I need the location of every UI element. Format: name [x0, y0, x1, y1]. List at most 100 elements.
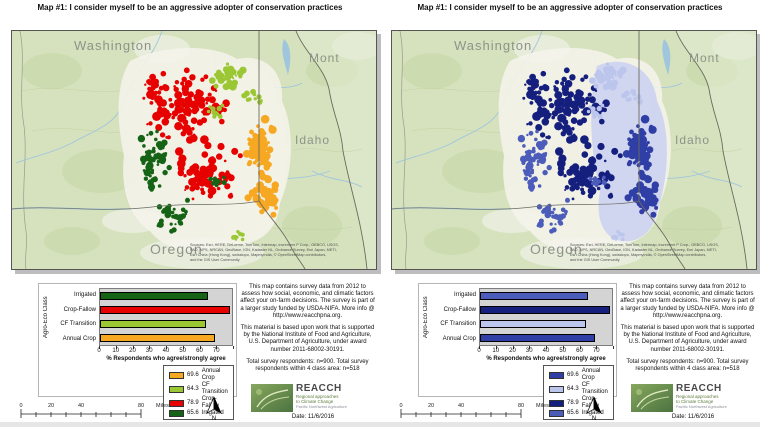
north-label: N	[212, 416, 216, 422]
bar-crop-fallow	[480, 306, 611, 314]
reacch-logo-text: REACCH Regional approaches to Climate Ch…	[296, 383, 347, 410]
legend-swatch	[549, 371, 564, 379]
bar-irrigated	[100, 292, 209, 300]
basemap-svg: Washington Mont Idaho Oregon Sources: Es…	[12, 31, 376, 269]
legend-swatch	[549, 385, 564, 393]
scale-bar: 0 20 40 80 Miles	[396, 399, 561, 427]
state-labels: Washington Mont Idaho Oregon	[454, 38, 720, 257]
map-attribution: Sources: Esri, HERE, DeLorme, TomTom, In…	[570, 243, 719, 262]
legend-item: 69.6 Annual Crop	[169, 368, 228, 382]
panel-title: Map #1: I consider myself to be an aggre…	[417, 3, 723, 12]
logo-wordmark: REACCH	[296, 383, 342, 394]
legend-swatch	[549, 399, 564, 407]
state-borders	[12, 31, 368, 269]
survey-notes: This map contains survey data from 2012 …	[620, 284, 755, 378]
reacch-logo: REACCH Regional approaches to Climate Ch…	[251, 384, 375, 412]
scale-tick-20: 20	[428, 403, 434, 409]
scale-unit: Miles	[156, 403, 169, 409]
state-label-washington: Washington	[74, 38, 152, 53]
date-label: Date: 11/6/2016	[671, 414, 715, 420]
state-label-idaho: Idaho	[675, 133, 710, 147]
plot-area	[99, 288, 233, 346]
scale-tick-80: 80	[518, 403, 524, 409]
scale-bar: 0 20 40 80 Miles	[16, 399, 181, 427]
scale-unit: Miles	[536, 403, 549, 409]
reacch-logo-text: REACCH Regional approaches to Climate Ch…	[676, 383, 727, 410]
x-axis-ticks: 0 10 20 30 40 50 60 70	[477, 346, 614, 355]
category-label: CF Transition	[440, 321, 476, 328]
bar-crop-fallow	[100, 306, 231, 314]
x-axis-ticks: 0 10 20 30 40 50 60 70	[97, 346, 234, 355]
note-paragraph: This map contains survey data from 2012 …	[240, 284, 375, 319]
note-paragraph: Total survey respondents: n=900. Total s…	[626, 358, 749, 372]
state-label-oregon: Oregon	[530, 241, 583, 257]
north-arrow-left	[586, 396, 595, 414]
north-arrow-right	[213, 396, 222, 414]
scale-tick-0: 0	[399, 403, 402, 409]
legend-item: 65.6 Irrigated	[169, 410, 228, 417]
y-axis-label: Agro-Eco Class	[423, 296, 429, 338]
map-panel-right: Map #1: I consider myself to be an aggre…	[380, 0, 760, 427]
bar-annual-crop	[100, 334, 215, 342]
category-labels: Irrigated Crop-Fallow CF Transition Annu…	[51, 288, 99, 346]
chart-legend: 69.6 Annual Crop 64.3 CF Transition 78.9	[543, 365, 614, 420]
legend-swatch	[169, 385, 184, 393]
category-label: Annual Crop	[62, 335, 96, 342]
map-attribution: Sources: Esri, HERE, DeLorme, TomTom, In…	[190, 243, 339, 262]
y-axis-label: Agro-Eco Class	[43, 296, 49, 338]
data-clusters	[137, 62, 279, 242]
state-label-montana: Mont	[689, 51, 720, 65]
scale-tick-40: 40	[458, 403, 464, 409]
legend-item: 69.6 Annual Crop	[549, 368, 608, 382]
bar-chart: Agro-Eco Class Irrigated Crop-Fallow CF …	[418, 283, 617, 420]
scale-tick-80: 80	[138, 403, 144, 409]
category-label: Crop-Fallow	[63, 306, 96, 313]
map-canvas: Washington Mont Idaho Oregon Sources: Es…	[391, 30, 757, 270]
category-label: Irrigated	[453, 292, 476, 299]
category-labels: Irrigated Crop-Fallow CF Transition Annu…	[431, 288, 479, 346]
date-label: Date: 11/6/2016	[291, 414, 335, 420]
x-axis-label: % Respondents who agree/strongly agree	[106, 356, 226, 362]
note-paragraph: This material is based upon work that is…	[240, 324, 375, 353]
state-label-montana: Mont	[309, 51, 340, 65]
panel-title: Map #1: I consider myself to be an aggre…	[37, 3, 343, 12]
scale-tick-20: 20	[48, 403, 54, 409]
legend-swatch	[549, 410, 564, 417]
map-panel-left: Map #1: I consider myself to be an aggre…	[11, 3, 377, 427]
reacch-logo-image	[631, 384, 673, 412]
state-label-oregon: Oregon	[150, 241, 203, 257]
state-borders	[392, 31, 748, 269]
legend-swatch	[169, 399, 184, 407]
note-paragraph: Total survey respondents: n=900. Total s…	[246, 358, 369, 372]
category-label: Irrigated	[73, 292, 96, 299]
legend-swatch	[169, 410, 184, 417]
note-paragraph: This map contains survey data from 2012 …	[620, 284, 755, 319]
montana-tint	[296, 31, 376, 269]
category-label: Crop-Fallow	[443, 306, 476, 313]
reacch-logo-image	[251, 384, 293, 412]
scale-tick-0: 0	[19, 403, 22, 409]
north-arrow: N	[583, 395, 605, 427]
svg-text:Esri China (Hong Kong), swisst: Esri China (Hong Kong), swisstopo, Mapmy…	[570, 253, 706, 257]
basemap-svg: Washington Mont Idaho Oregon Sources: Es…	[392, 31, 756, 269]
legend-item: 64.3 CF Transition	[169, 382, 228, 396]
north-arrow-right	[593, 396, 602, 414]
north-arrow: N	[203, 395, 225, 427]
bar-cf-transition	[100, 320, 207, 328]
svg-text:and the GIS User Community: and the GIS User Community	[190, 258, 240, 262]
category-label: Annual Crop	[442, 335, 476, 342]
scale-tick-40: 40	[78, 403, 84, 409]
bar-chart: Agro-Eco Class Irrigated Crop-Fallow CF …	[38, 283, 237, 420]
svg-text:Sources: Esri, HERE, DeLorme,: Sources: Esri, HERE, DeLorme, TomTom, In…	[570, 243, 719, 247]
survey-notes: This map contains survey data from 2012 …	[240, 284, 375, 378]
state-label-idaho: Idaho	[295, 133, 330, 147]
legend-item: 64.3 CF Transition	[549, 382, 608, 396]
bar-cf-transition	[480, 320, 587, 328]
legend-item: 65.6 Irrigated	[549, 410, 608, 417]
coastline	[399, 31, 407, 269]
logo-wordmark: REACCH	[676, 383, 722, 394]
north-arrow-left	[206, 396, 215, 414]
note-paragraph: This material is based upon work that is…	[620, 324, 755, 353]
category-label: CF Transition	[60, 321, 96, 328]
